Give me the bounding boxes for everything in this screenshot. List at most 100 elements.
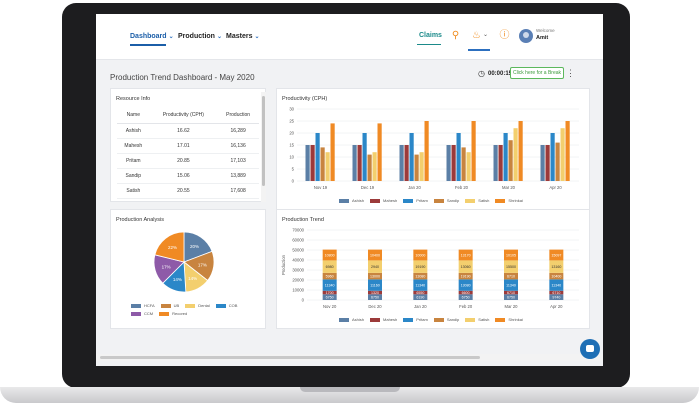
bar-data-label: 13170 bbox=[461, 253, 471, 257]
search-icon[interactable]: ⚲ bbox=[451, 30, 460, 41]
bar-data-label: 13060 bbox=[461, 265, 471, 269]
legend-label: Pritam bbox=[416, 198, 428, 203]
legend-swatch bbox=[465, 317, 476, 322]
bar bbox=[372, 152, 377, 181]
y-tick-label: 0 bbox=[292, 179, 295, 184]
legend-item[interactable]: Recored bbox=[159, 311, 187, 316]
bar bbox=[456, 133, 461, 181]
scrollbar-thumb[interactable] bbox=[100, 356, 480, 359]
legend-swatch bbox=[403, 198, 414, 203]
help-icon[interactable]: ⓘ bbox=[499, 30, 510, 41]
nav-dashboard[interactable]: Dashboard ⌄ bbox=[130, 33, 174, 40]
pie-value-label: 17% bbox=[198, 262, 207, 267]
bar bbox=[555, 142, 560, 181]
stacked-bar-segment bbox=[368, 294, 382, 300]
column-header: Name bbox=[117, 109, 150, 124]
stacked-bar-segment bbox=[458, 260, 473, 273]
bar-data-label: 6750 bbox=[371, 295, 379, 299]
x-tick-label: Nov 19 bbox=[314, 185, 328, 190]
legend-swatch bbox=[433, 317, 444, 322]
chat-icon[interactable] bbox=[580, 339, 600, 359]
legend-item[interactable]: UB bbox=[160, 303, 179, 308]
laptop-base bbox=[0, 387, 699, 403]
legend-swatch bbox=[159, 311, 170, 316]
legend-item[interactable]: Sandip bbox=[433, 198, 459, 203]
bar bbox=[503, 133, 508, 181]
legend-swatch bbox=[495, 317, 506, 322]
bar bbox=[399, 145, 404, 181]
bar bbox=[498, 145, 503, 181]
production-trend-stacked-chart: 0 10000 20000 30000 40000 50000 60000 70000 Prod… bbox=[281, 228, 579, 309]
cell-production: 13,889 bbox=[217, 168, 259, 184]
stacked-bar-segment bbox=[368, 260, 382, 273]
table-scrollbar[interactable] bbox=[261, 92, 266, 202]
stacked-bar-segment bbox=[322, 260, 337, 273]
break-button[interactable]: Click here for a Break bbox=[510, 67, 564, 79]
stacked-bar-segment bbox=[413, 279, 428, 291]
bar-data-label: 10800 bbox=[325, 253, 335, 257]
table-row: Satish 20.55 17,608 bbox=[117, 183, 259, 199]
legend-label: Sandip bbox=[446, 317, 460, 322]
stacked-bar-segment bbox=[413, 272, 428, 280]
card-title: Production Trend bbox=[282, 217, 324, 223]
avatar[interactable] bbox=[519, 29, 533, 43]
stacked-bar-segment bbox=[458, 249, 473, 261]
nav-masters[interactable]: Masters ⌄ bbox=[226, 33, 260, 40]
y-tick-label: 10 bbox=[289, 155, 294, 160]
bar bbox=[471, 121, 476, 181]
bar-data-label: 10400 bbox=[551, 274, 561, 278]
pie-value-label: 14% bbox=[173, 277, 182, 282]
bar-data-label: 10400 bbox=[370, 253, 380, 257]
legend-item[interactable]: Shrinkai bbox=[495, 198, 523, 203]
claims-link[interactable]: Claims bbox=[419, 32, 442, 39]
stacked-bar-segment bbox=[549, 290, 564, 295]
pie-value-label: 17% bbox=[162, 264, 171, 269]
bar bbox=[545, 145, 550, 181]
notification-tab[interactable]: ♨ ⌄ bbox=[468, 27, 490, 51]
stacked-bar-segment bbox=[413, 260, 428, 273]
bar-data-label: 19190 bbox=[415, 265, 425, 269]
bar bbox=[466, 152, 471, 181]
resource-info-card: Resource Info Name Productivity (CPH) Pr… bbox=[110, 88, 266, 202]
scrollbar-thumb[interactable] bbox=[262, 96, 265, 186]
bar-data-label: 9740 bbox=[552, 295, 560, 299]
pie-slice bbox=[154, 231, 185, 263]
bar-data-label: 1320 bbox=[371, 291, 379, 295]
legend-item[interactable]: Satish bbox=[465, 317, 489, 322]
legend-item[interactable]: Pritam bbox=[403, 317, 428, 322]
bar-data-label: 6710 bbox=[507, 274, 515, 278]
y-tick-label: 10000 bbox=[292, 288, 304, 293]
legend-item[interactable]: Ashish bbox=[339, 198, 364, 203]
legend-item[interactable]: Satish bbox=[465, 198, 489, 203]
bar bbox=[320, 147, 325, 181]
horizontal-scrollbar[interactable] bbox=[96, 354, 603, 361]
cell-production: 16,136 bbox=[217, 138, 259, 154]
y-tick-label: 40000 bbox=[292, 258, 304, 263]
nav-production[interactable]: Production ⌄ bbox=[178, 33, 222, 40]
legend-item[interactable]: HCFA bbox=[131, 303, 155, 308]
legend-item[interactable]: Shrinkai bbox=[495, 317, 523, 322]
bar bbox=[367, 154, 372, 181]
bar-data-label: 5960 bbox=[326, 274, 334, 278]
production-analysis-card: Production Analysis 20% 17% 14% 14% 17% 22% H… bbox=[110, 209, 266, 329]
y-tick-label: 70000 bbox=[292, 228, 304, 233]
legend-item[interactable]: Sandip bbox=[433, 317, 460, 322]
legend-item[interactable]: CCM bbox=[131, 311, 153, 316]
legend-swatch bbox=[131, 311, 141, 316]
legend-item[interactable]: Ashish bbox=[339, 317, 364, 322]
bar-data-label: 11340 bbox=[506, 283, 516, 287]
legend-label: Pritam bbox=[416, 317, 428, 322]
more-options-icon[interactable]: ⋮ bbox=[566, 68, 575, 78]
production-pie-chart: 20% 17% 14% 14% 17% 22% bbox=[153, 231, 215, 293]
legend-item[interactable]: COB bbox=[215, 303, 237, 308]
legend-item[interactable]: Mahesh bbox=[370, 317, 397, 322]
legend-item[interactable]: Dental bbox=[185, 303, 210, 308]
welcome-text: Welcome bbox=[536, 28, 555, 33]
stacked-bar-segment bbox=[322, 272, 337, 280]
x-tick-label: Dec 19 bbox=[361, 185, 375, 190]
legend-item[interactable]: Mahesh bbox=[370, 198, 397, 203]
bar-data-label: 11160 bbox=[370, 283, 379, 287]
legend-label: Satish bbox=[478, 317, 490, 322]
legend-item[interactable]: Pritam bbox=[403, 198, 428, 203]
user-name: Amit bbox=[536, 35, 549, 41]
